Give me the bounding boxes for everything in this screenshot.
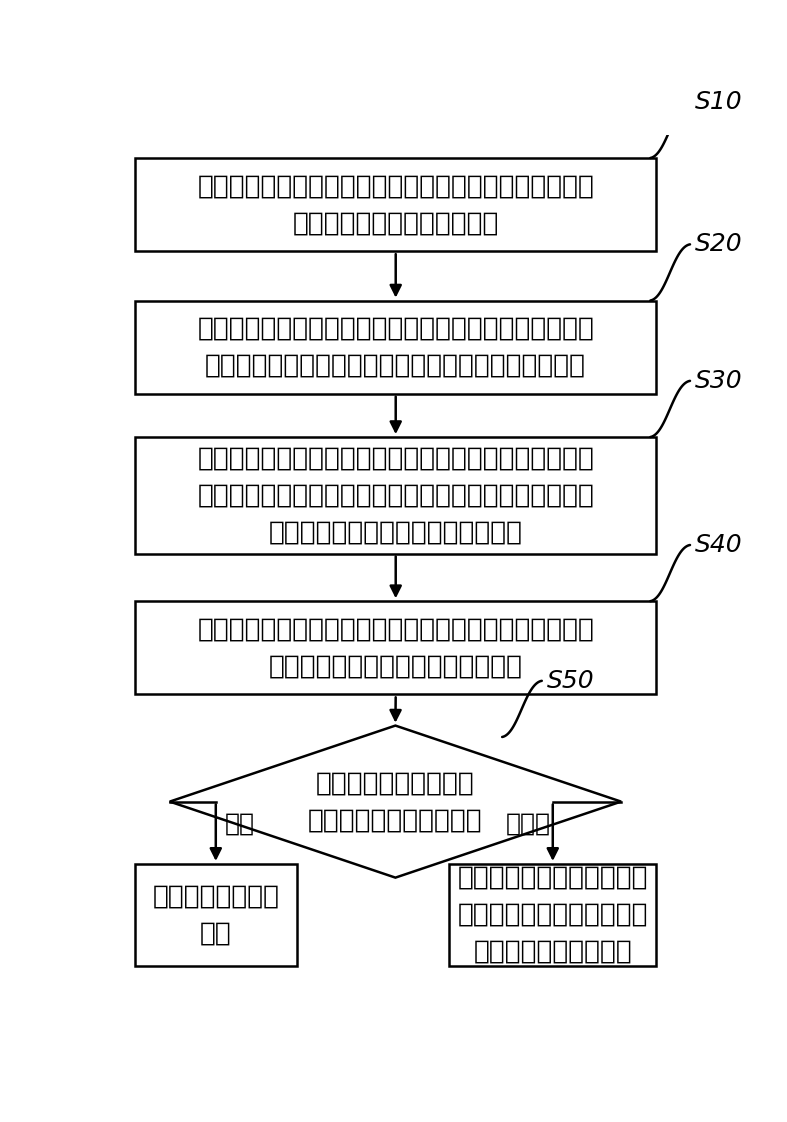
Text: 一致: 一致	[225, 812, 255, 836]
Bar	[135, 438, 656, 553]
Bar	[135, 864, 297, 966]
Text: 判断双侧向模拟曲线与
双侧向测井曲线是否一致: 判断双侧向模拟曲线与 双侧向测井曲线是否一致	[308, 770, 482, 834]
Text: 获取水平井双侧向测井曲线资料与辅助测井曲线资料以及
邻井或导眼井的测井曲线资料: 获取水平井双侧向测井曲线资料与辅助测井曲线资料以及 邻井或导眼井的测井曲线资料	[198, 173, 594, 236]
Bar	[135, 158, 656, 251]
Text: S30: S30	[695, 369, 742, 393]
Text: 不一致: 不一致	[506, 812, 551, 836]
Text: S10: S10	[695, 90, 742, 113]
Text: 根据邻井或导眼井的测井曲线资料对测量的目的层井段分
层，确定地层界面并反演出各分层的初始的地层电阻率: 根据邻井或导眼井的测井曲线资料对测量的目的层井段分 层，确定地层界面并反演出各分…	[198, 315, 594, 378]
Text: S20: S20	[695, 232, 742, 256]
Polygon shape	[170, 726, 621, 877]
Text: 根据双侧向测井曲线，结合
地质特征修改初始的地层电
阻率和初始的地层模型: 根据双侧向测井曲线，结合 地质特征修改初始的地层电 阻率和初始的地层模型	[457, 865, 648, 965]
Text: S50: S50	[547, 669, 594, 692]
Text: 根据水平井双侧向测井曲线资料和辅助测井曲线资料对比
邻井或导眼井的测井曲线资料，确定水平段所钻遇的分层
段，并建立目的层的初始的地层模型: 根据水平井双侧向测井曲线资料和辅助测井曲线资料对比 邻井或导眼井的测井曲线资料，…	[198, 445, 594, 545]
Bar	[135, 601, 656, 695]
Bar	[135, 301, 656, 394]
Text: 输出初始的地层电
阻率: 输出初始的地层电 阻率	[153, 883, 279, 946]
Bar	[449, 864, 656, 966]
Text: 根据初始的地层电阻率和初始的地层模型，结合双侧向仪
器参数生成各分层的双侧向模拟曲线: 根据初始的地层电阻率和初始的地层模型，结合双侧向仪 器参数生成各分层的双侧向模拟…	[198, 616, 594, 679]
Text: S40: S40	[695, 533, 742, 557]
